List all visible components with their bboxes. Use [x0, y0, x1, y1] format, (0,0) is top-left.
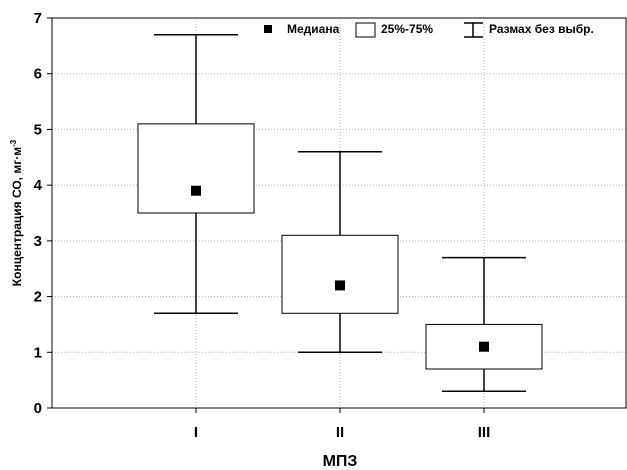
legend-whisker-swatch	[464, 22, 483, 38]
y-tick-label: 3	[34, 233, 42, 250]
y-tick-label: 6	[34, 66, 42, 83]
box-group-II	[281, 150, 399, 354]
x-axis-label: МПЗ	[323, 453, 358, 470]
median-marker	[479, 341, 489, 352]
box-group-I	[137, 33, 255, 315]
box-group-III	[425, 256, 543, 393]
x-tick-label: II	[336, 424, 344, 441]
legend: Медиана 25%-75% Размах без выбр.	[264, 22, 594, 38]
box-layer	[137, 33, 543, 393]
x-tick-label: I	[194, 424, 198, 441]
legend-median-label: Медиана	[287, 22, 340, 36]
legend-whisker-label: Размах без выбр.	[489, 22, 594, 36]
plot-frame	[51, 17, 627, 409]
y-tick-label: 5	[34, 121, 42, 138]
y-axis-label: Концентрация СО, мг·м-3	[9, 139, 24, 286]
y-tick-label: 7	[34, 10, 42, 27]
x-tick-label: III	[478, 424, 491, 441]
y-tick-label: 1	[34, 344, 42, 361]
legend-box-label: 25%-75%	[381, 22, 433, 36]
y-tick-label: 4	[34, 177, 43, 194]
median-marker	[191, 185, 201, 196]
iqr-box	[281, 234, 399, 314]
y-tick-label: 2	[34, 289, 42, 306]
median-marker	[335, 280, 345, 291]
iqr-box	[137, 123, 255, 214]
y-axis-label-superscript: -3	[9, 139, 18, 147]
y-tick-label: 0	[34, 400, 42, 417]
legend-median-swatch	[264, 25, 272, 33]
iqr-box	[425, 323, 543, 370]
legend-box-swatch	[355, 22, 376, 38]
